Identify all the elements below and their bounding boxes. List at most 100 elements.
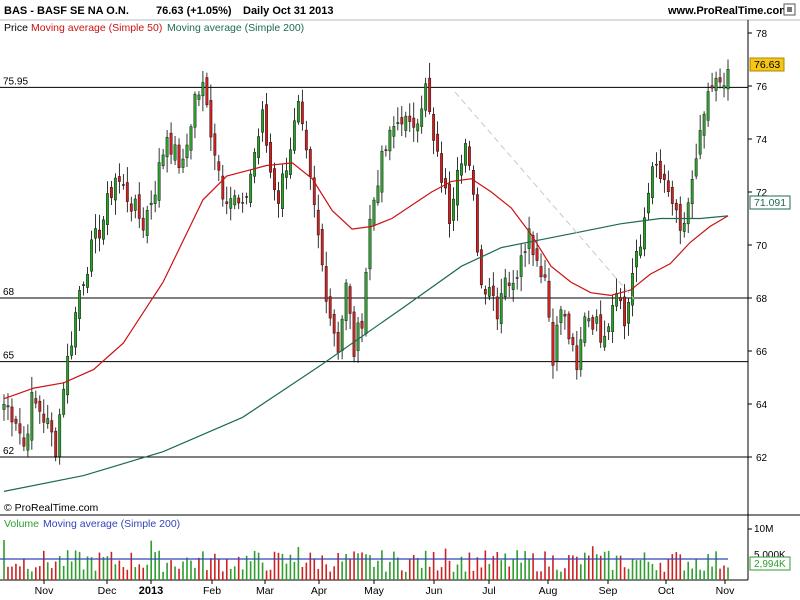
candle-body [483,289,487,295]
candle-body [316,209,320,236]
candle-body [682,222,686,232]
candle-body [328,296,332,319]
candle-body [428,77,432,112]
volume-bar [556,569,558,580]
candle-body [324,266,328,302]
volume-bar [401,570,403,580]
volume-bar [456,564,459,580]
volume-bar [699,569,701,580]
candle-body [233,195,237,206]
candle-body [404,115,408,131]
volume-bar [70,561,73,580]
candle-body [567,313,571,340]
volume-bar [321,555,324,580]
candle-body [249,173,253,203]
candle-body [368,218,372,270]
candle-body [384,149,388,151]
volume-bar [460,556,463,580]
candle-body [452,198,455,221]
volume-bar [118,560,121,580]
volume-tick-top: 10M [754,524,773,535]
volume-bar [369,555,371,580]
candle-body [666,180,670,192]
candle-body [464,143,467,166]
candle-body [563,314,567,317]
candle-body [205,77,209,106]
volume-bar [82,569,85,580]
volume-bar [687,561,690,580]
volume-bar [508,566,511,580]
volume-bar [436,570,439,580]
candle-body [22,437,26,447]
volume-bar [448,560,451,580]
volume-bar [7,566,9,580]
volume-bar [373,566,375,580]
candle-body [245,196,249,198]
volume-bar [19,566,21,580]
candle-body [145,210,149,236]
x-tick-label: Jun [426,585,443,597]
candle-body [121,184,125,186]
candle-body [98,229,101,239]
volume-bar [353,551,355,580]
volume-bar [277,552,280,580]
candle-body [651,166,654,198]
candle-body [312,177,316,205]
candle-body [54,430,58,457]
ma200-marker: 71.091 [749,195,791,210]
volume-bar [723,565,725,580]
candle-body [380,150,384,193]
volume-bar [86,556,89,580]
candle-body [133,198,137,211]
volume-bar [229,568,232,580]
volume-bar [94,570,97,580]
candle-body [217,161,221,171]
candle-body [591,317,595,330]
volume-bar [154,552,156,580]
candle-body [221,175,225,200]
candle-body [535,248,539,261]
volume-bar [639,559,642,580]
y-tick-label: 72 [756,188,768,199]
candle-body [519,255,523,277]
candle-body [726,69,730,90]
candle-body [718,77,722,83]
volume-bar [631,559,634,580]
volume-bar [484,550,487,580]
candle-body [595,316,599,324]
volume-bar [492,556,495,580]
candle-body [10,406,14,423]
candle-body [603,335,607,348]
volume-bar [265,570,268,580]
volume-bar [305,562,308,580]
volume-bar [552,555,554,580]
level-label: 62 [3,446,15,457]
candle-body [475,194,479,253]
candle-body [106,193,109,225]
volume-bar [397,557,399,580]
volume-bar [269,569,272,580]
volume-bar [39,566,41,580]
candle-body [543,274,547,278]
horizontal-levels: 75.95 68 65 62 [0,76,748,458]
volume-bar [186,557,188,580]
volume-bar [711,566,713,580]
volume-bar [357,553,359,580]
volume-bar [281,553,284,580]
volume-bar [528,559,530,580]
volume-bar [715,551,717,580]
candle-body [722,85,726,89]
maximize-icon[interactable] [783,3,796,16]
last-price-label: 76.63 [754,59,780,71]
candle-body [38,400,42,412]
volume-bar [667,559,670,580]
volume-bar [424,550,427,580]
volume-bar [663,571,666,580]
symbol-title: BAS - BASF SE NA O.N. [4,5,129,17]
candle-body [623,296,626,327]
candle-body [448,183,451,224]
y-tick-label: 64 [756,400,768,411]
candle-body [165,137,169,158]
volume-bar [194,567,196,580]
